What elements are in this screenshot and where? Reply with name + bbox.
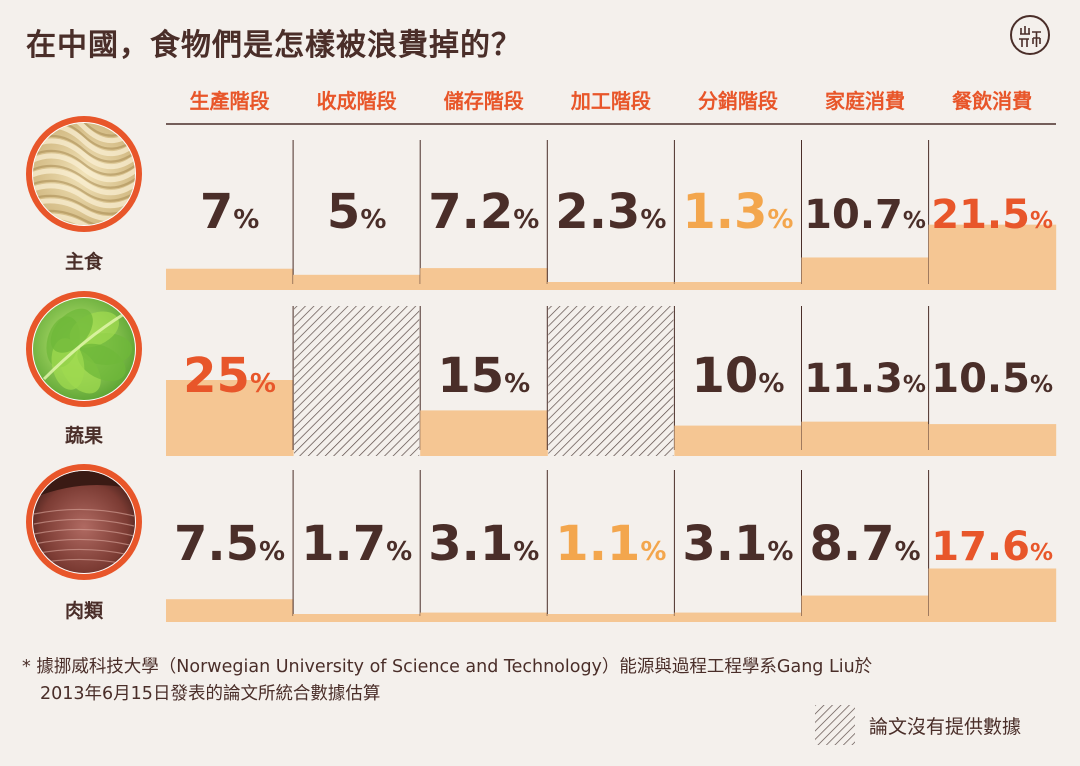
waste-bar [928, 568, 1057, 622]
value-label: 10.5% [931, 356, 1053, 402]
value-label: 5% [327, 184, 386, 240]
waste-bar [928, 424, 1057, 456]
page-title: 在中國，食物們是怎樣被浪費掉的？ [26, 28, 522, 63]
waste-bar [420, 410, 548, 456]
value-label: 2.3% [555, 184, 666, 240]
stage-header-0: 生產階段 [190, 89, 270, 113]
row-label-1: 蔬果 [65, 424, 103, 447]
source-footnote: * 據挪威科技大學（Norwegian University of Scienc… [22, 654, 1062, 708]
value-label: 3.1% [682, 516, 793, 572]
value-label: 10.7% [804, 192, 926, 238]
row-label-0: 主食 [65, 250, 104, 273]
value-label: 3.1% [428, 516, 539, 572]
waste-bar [293, 614, 421, 622]
waste-bar [547, 614, 675, 622]
lettuce-photo-icon [26, 291, 142, 407]
no-data-legend: 論文沒有提供數據 [815, 705, 1021, 745]
value-label: 7.5% [174, 516, 285, 572]
value-label: 21.5% [931, 192, 1053, 238]
value-label: 1.1% [555, 516, 666, 572]
value-label: 1.7% [301, 516, 412, 572]
stage-header-3: 加工階段 [570, 89, 651, 113]
waste-bar [547, 282, 675, 290]
waste-bar [166, 599, 294, 622]
stage-header-5: 家庭消費 [825, 89, 905, 113]
value-label: 8.7% [810, 516, 921, 572]
no-data-cell [548, 306, 674, 456]
stage-header-4: 分銷階段 [698, 89, 778, 113]
waste-bar [674, 612, 802, 622]
meat-photo-icon [26, 464, 142, 580]
waste-bar [674, 425, 802, 456]
waste-bar [928, 224, 1057, 290]
value-label: 15% [437, 348, 530, 404]
value-label: 25% [183, 348, 276, 404]
waste-bar [801, 595, 930, 622]
duan-logo-icon [1010, 15, 1050, 55]
value-label: 17.6% [931, 524, 1053, 570]
value-label: 11.3% [804, 356, 926, 402]
waste-bar [293, 274, 421, 290]
value-label: 7% [200, 184, 259, 240]
footnote-line-1: * 據挪威科技大學（Norwegian University of Scienc… [22, 657, 873, 677]
waste-bar [420, 612, 548, 622]
value-label: 7.2% [428, 184, 539, 240]
stage-header-6: 餐飲消費 [952, 89, 1032, 113]
no-data-cell [294, 306, 420, 456]
waste-bar [801, 257, 930, 290]
waste-bar [420, 268, 548, 290]
row-label-2: 肉類 [65, 599, 104, 622]
stage-header-1: 收成階段 [317, 89, 397, 113]
stage-header-2: 儲存階段 [444, 89, 524, 113]
waste-bar [674, 282, 802, 290]
value-label: 1.3% [682, 184, 793, 240]
waste-bar [801, 421, 930, 456]
hatch-swatch-icon [815, 705, 855, 745]
no-data-legend-label: 論文沒有提供數據 [869, 715, 1022, 738]
noodles-photo-icon [26, 116, 142, 232]
value-label: 10% [692, 348, 785, 404]
waste-bar [166, 380, 294, 456]
footnote-line-2: 2013年6月15日發表的論文所統合數據估算 [40, 684, 381, 704]
waste-bar [166, 268, 294, 290]
